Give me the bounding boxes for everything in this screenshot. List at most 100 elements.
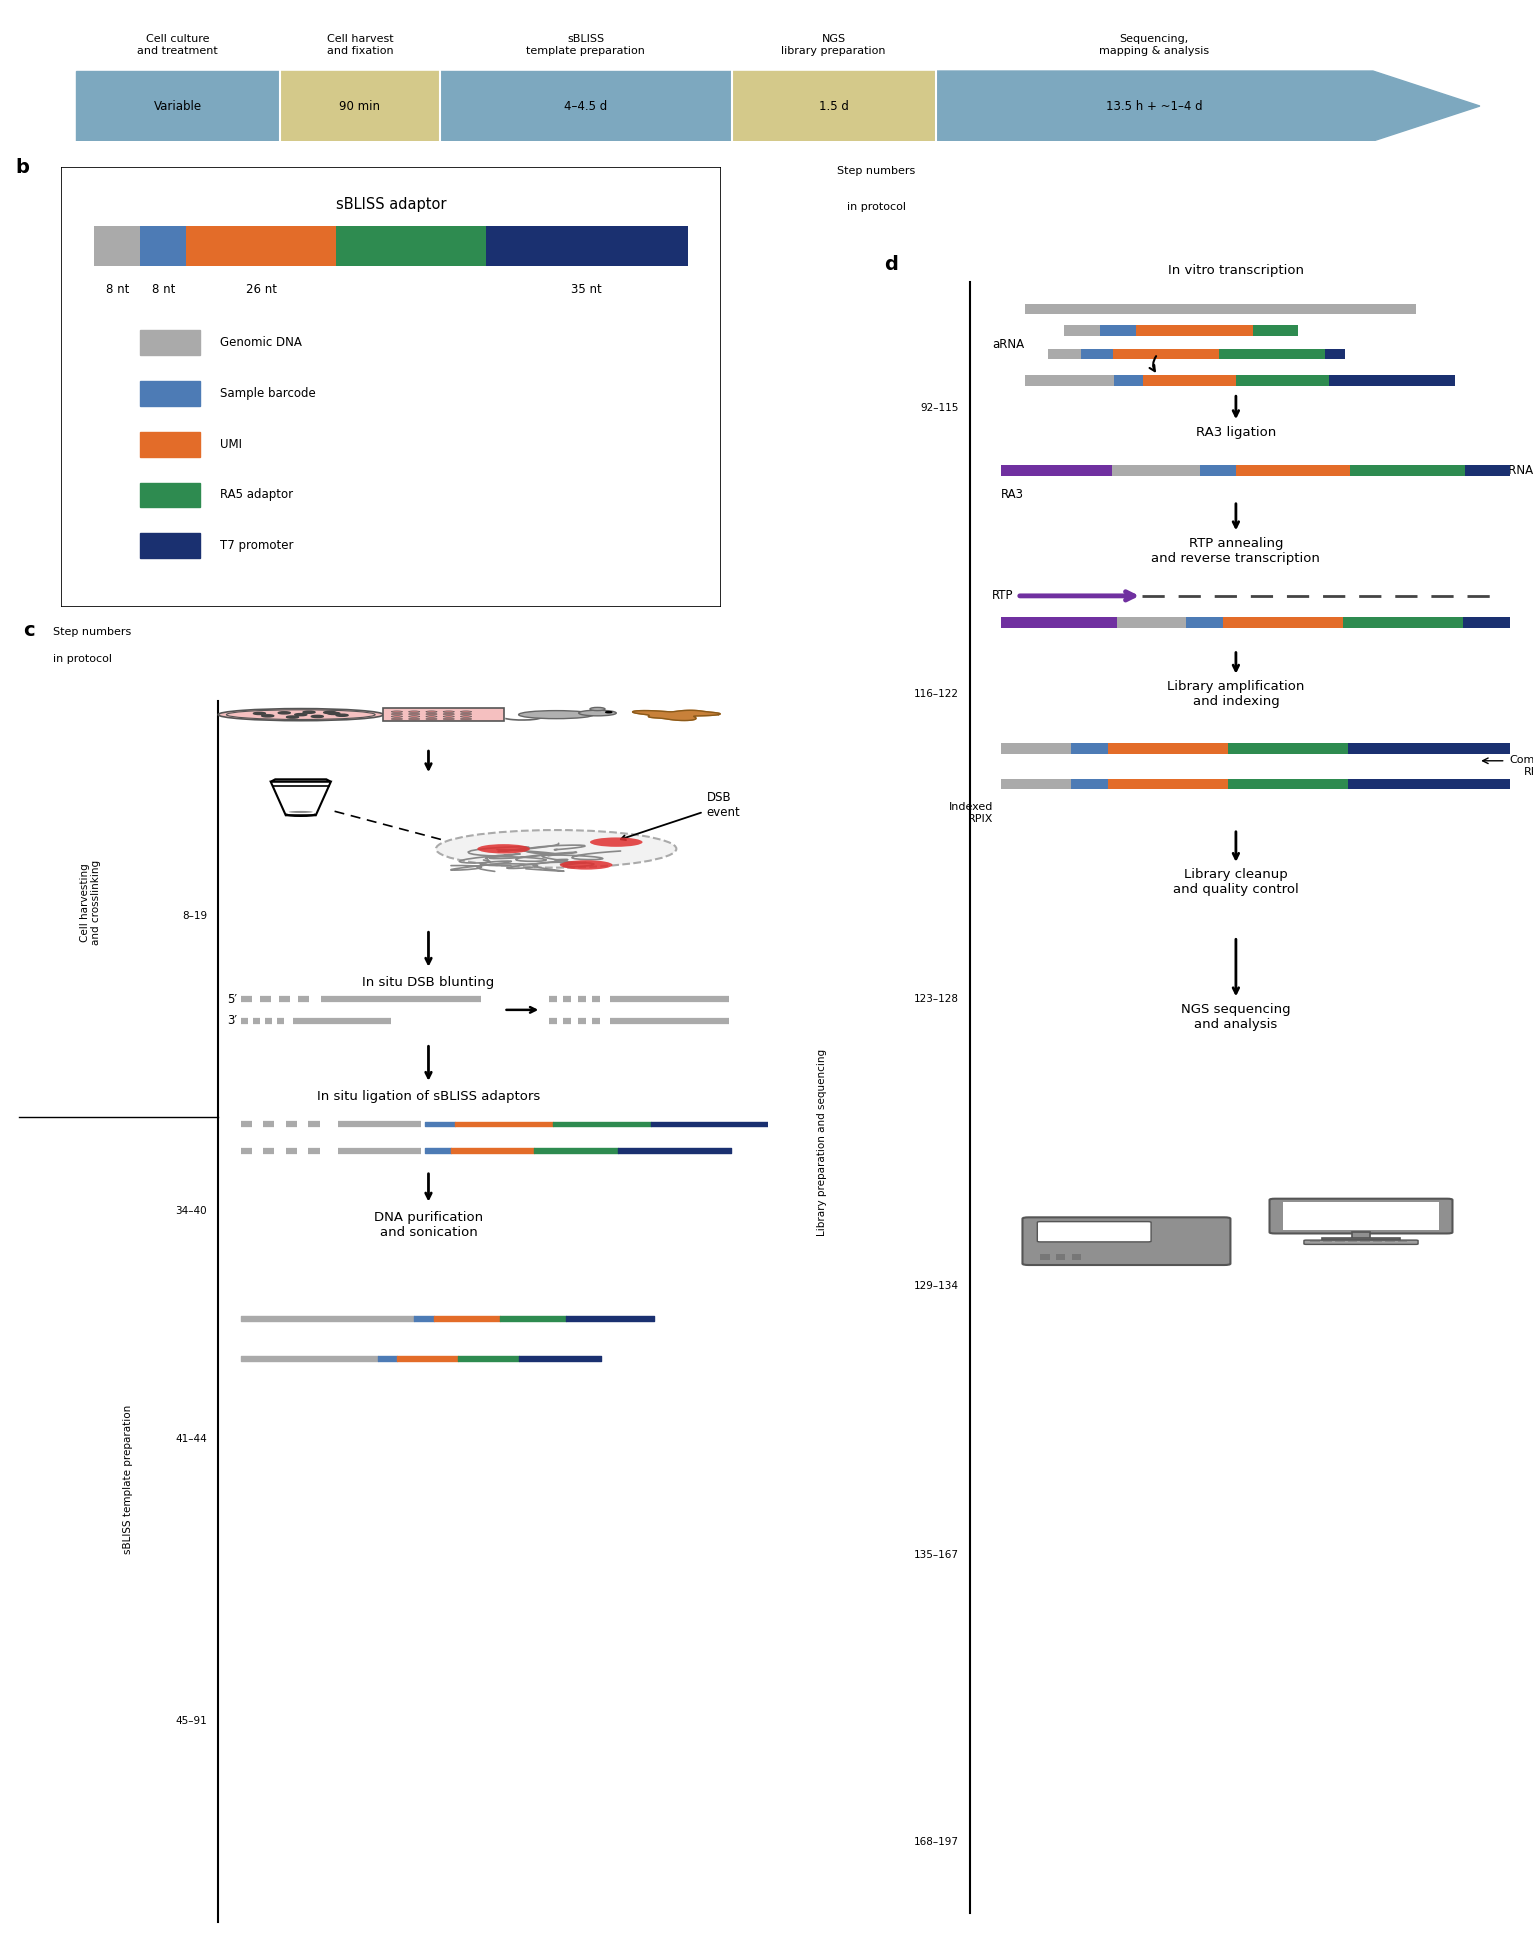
Bar [1254, 325, 1298, 337]
Bar [1072, 1254, 1081, 1260]
Circle shape [294, 713, 307, 715]
Bar [1108, 780, 1228, 789]
Circle shape [323, 711, 336, 713]
Text: Common
RP1: Common RP1 [1510, 756, 1533, 778]
FancyBboxPatch shape [1305, 1240, 1418, 1244]
FancyBboxPatch shape [1023, 1217, 1231, 1266]
Bar [1329, 376, 1455, 386]
Text: c: c [23, 621, 34, 641]
Bar [1219, 349, 1325, 358]
Bar [1200, 464, 1236, 476]
Bar [187, 225, 336, 266]
Circle shape [262, 715, 274, 717]
Text: 1.5 d: 1.5 d [819, 100, 849, 112]
Bar [1111, 464, 1200, 476]
Text: d: d [885, 255, 898, 274]
Text: 34–40: 34–40 [175, 1207, 207, 1217]
Bar [75, 71, 279, 141]
Text: NGS
library preparation: NGS library preparation [782, 33, 886, 55]
Text: DNA purification
and sonication: DNA purification and sonication [374, 1211, 483, 1240]
Bar [141, 431, 199, 456]
Bar [486, 225, 687, 266]
Text: UMI: UMI [219, 437, 242, 451]
Ellipse shape [578, 711, 616, 715]
Text: 41–44: 41–44 [175, 1434, 207, 1444]
FancyBboxPatch shape [383, 707, 503, 721]
Bar [1001, 617, 1118, 629]
Bar [141, 533, 199, 558]
Polygon shape [935, 71, 1479, 141]
Bar [1144, 376, 1236, 386]
Text: 123–128: 123–128 [914, 993, 958, 1005]
Bar [1024, 304, 1416, 315]
Bar [1056, 1254, 1065, 1260]
Circle shape [590, 836, 642, 846]
Bar [1223, 617, 1343, 629]
Ellipse shape [518, 711, 593, 719]
Text: 135–167: 135–167 [914, 1550, 958, 1559]
Polygon shape [271, 782, 331, 815]
Ellipse shape [288, 811, 313, 813]
Bar [1325, 349, 1346, 358]
Text: Library cleanup
and quality control: Library cleanup and quality control [1173, 868, 1298, 897]
Bar [1466, 464, 1510, 476]
Bar [1049, 349, 1081, 358]
Text: b: b [15, 159, 29, 176]
Text: In situ ligation of sBLISS adaptors: In situ ligation of sBLISS adaptors [317, 1091, 540, 1103]
Text: RTP annealing
and reverse transcription: RTP annealing and reverse transcription [1151, 537, 1320, 564]
Text: 92–115: 92–115 [920, 404, 958, 413]
Bar [1113, 349, 1219, 358]
Bar [141, 225, 187, 266]
Bar [141, 382, 199, 406]
Text: Library preparation and sequencing: Library preparation and sequencing [817, 1048, 826, 1236]
Text: RA5 adaptor: RA5 adaptor [219, 488, 293, 502]
Bar [1228, 780, 1348, 789]
Ellipse shape [590, 707, 606, 711]
Text: Indexed
RPIX: Indexed RPIX [949, 801, 993, 823]
Bar [141, 482, 199, 507]
Text: Cell culture
and treatment: Cell culture and treatment [138, 33, 218, 55]
Text: Sample barcode: Sample barcode [219, 388, 316, 400]
Circle shape [328, 713, 340, 715]
Circle shape [287, 715, 299, 719]
Text: Genomic DNA: Genomic DNA [219, 337, 302, 349]
Bar [1228, 742, 1348, 754]
Bar [1001, 464, 1111, 476]
Text: 45–91: 45–91 [175, 1716, 207, 1726]
Circle shape [277, 711, 290, 713]
Text: 26 nt: 26 nt [245, 284, 277, 296]
Bar [1064, 325, 1101, 337]
Bar [1001, 742, 1070, 754]
Text: Step numbers: Step numbers [52, 627, 132, 637]
Text: 90 min: 90 min [339, 100, 380, 112]
Circle shape [560, 860, 613, 870]
Ellipse shape [435, 831, 676, 868]
Text: RA3: RA3 [1001, 488, 1024, 502]
Bar [1187, 617, 1223, 629]
Text: 3′: 3′ [227, 1015, 238, 1027]
Text: 8 nt: 8 nt [106, 284, 129, 296]
Bar [440, 71, 731, 141]
Bar [1348, 742, 1510, 754]
Bar [1024, 376, 1114, 386]
FancyBboxPatch shape [1038, 1222, 1151, 1242]
Bar [279, 71, 440, 141]
Bar [1343, 617, 1464, 629]
Bar [1070, 780, 1108, 789]
Text: 116–122: 116–122 [914, 690, 958, 699]
Text: in protocol: in protocol [846, 202, 906, 212]
Circle shape [477, 844, 530, 854]
Bar [731, 71, 935, 141]
Text: Sequencing,
mapping & analysis: Sequencing, mapping & analysis [1099, 33, 1210, 55]
Bar [1351, 464, 1466, 476]
Text: aRNA: aRNA [1502, 464, 1533, 476]
Text: Cell harvest
and fixation: Cell harvest and fixation [327, 33, 392, 55]
Bar [95, 225, 141, 266]
Bar [1070, 742, 1108, 754]
Text: NGS sequencing
and analysis: NGS sequencing and analysis [1180, 1003, 1291, 1030]
Text: Cell harvesting
and crosslinking: Cell harvesting and crosslinking [80, 860, 101, 944]
Bar [1114, 376, 1144, 386]
Circle shape [311, 715, 323, 717]
Bar [1118, 617, 1187, 629]
Bar [1236, 376, 1329, 386]
